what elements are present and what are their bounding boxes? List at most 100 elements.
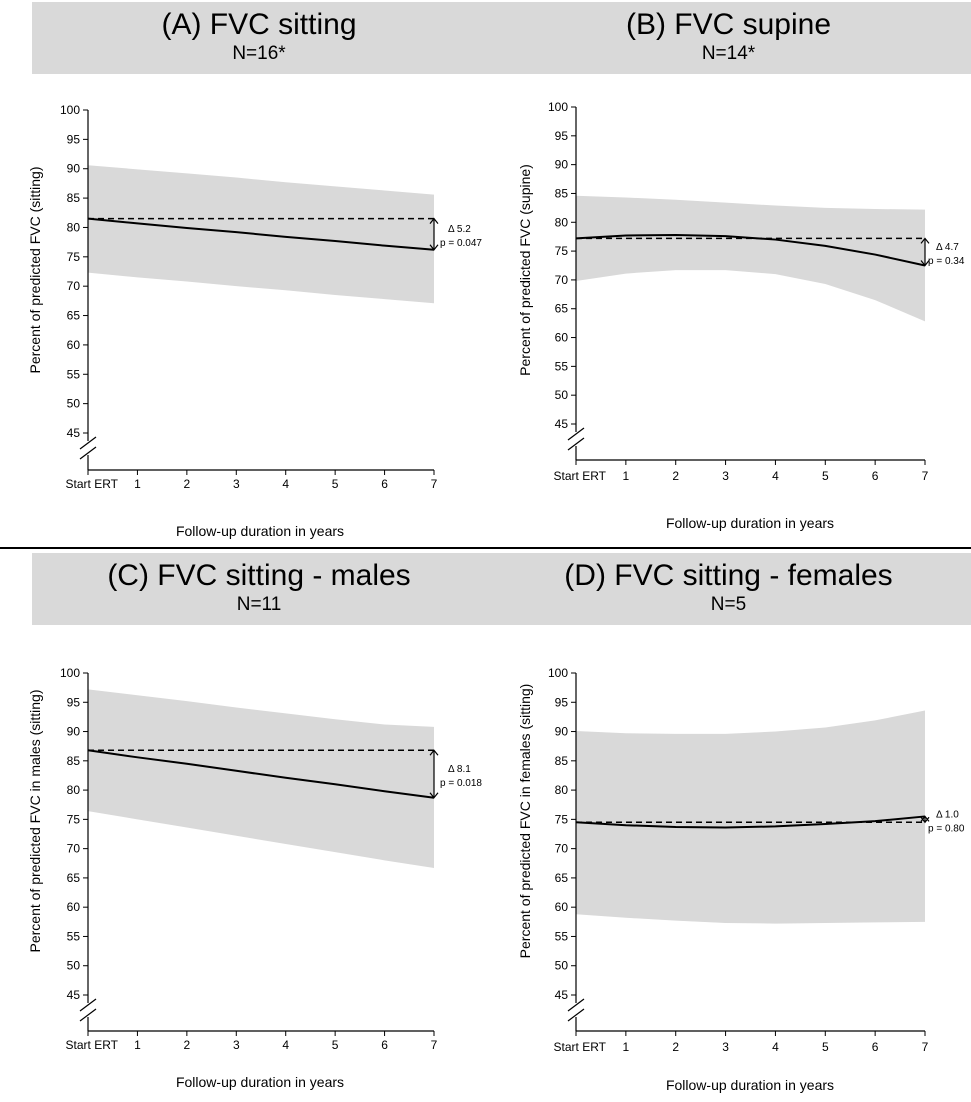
x-axis-label: Follow-up duration in years: [176, 523, 344, 539]
y-tick-label: 55: [67, 929, 81, 943]
y-tick-label: 90: [555, 725, 569, 739]
y-tick-label: 50: [67, 959, 81, 973]
x-tick-label: 1: [134, 477, 141, 491]
y-tick-label: 60: [67, 338, 81, 352]
x-tick-label: 3: [722, 1040, 729, 1054]
chart-subtitle: N=11: [236, 594, 282, 615]
x-tick-label: 5: [822, 1040, 829, 1054]
y-tick-label: 100: [548, 100, 568, 114]
fit-line: [575, 815, 926, 829]
x-tick-label: 6: [872, 469, 879, 483]
y-tick-label: 70: [555, 273, 569, 287]
x-tick-label: 6: [381, 1038, 388, 1052]
x-tick-label: 1: [623, 1040, 630, 1054]
y-tick-label: 75: [67, 812, 81, 826]
y-tick-label: 45: [67, 426, 81, 440]
y-axis-label: Percent of predicted FVC (supine): [517, 164, 533, 376]
x-tick-label: 6: [381, 477, 388, 491]
y-tick-label: 65: [555, 302, 569, 316]
y-tick-label: 90: [555, 158, 569, 172]
y-tick-label: 85: [555, 754, 569, 768]
confidence-band: [576, 195, 925, 322]
axis-break-mark: [567, 437, 585, 451]
y-tick-label: 80: [67, 783, 81, 797]
y-tick-label: 70: [67, 842, 81, 856]
x-tick-label: 5: [332, 1038, 339, 1052]
confidence-band: [88, 689, 434, 868]
x-tick-label: 3: [722, 469, 729, 483]
x-tick-label: 1: [623, 469, 630, 483]
chart-subtitle: N=14*: [701, 43, 756, 64]
y-tick-label: 90: [67, 162, 81, 176]
x-tick-label: 5: [822, 469, 829, 483]
chart-title: (B) FVC supine: [625, 8, 832, 41]
x-axis-label: Follow-up duration in years: [666, 1077, 834, 1093]
y-tick-label: 75: [555, 244, 569, 258]
chart-panel-c: (C) FVC sitting - males N=11 45 50 55 60 65 7…: [0, 551, 971, 1102]
delta-arrow-head: [920, 260, 930, 267]
y-tick-label: 95: [67, 695, 81, 709]
y-tick-label: 75: [555, 812, 569, 826]
y-tick-label: 100: [60, 103, 80, 117]
x-tick-label: 7: [922, 469, 929, 483]
y-tick-label: 45: [555, 988, 569, 1002]
x-tick-label: 3: [233, 1038, 240, 1052]
y-tick-label: 85: [67, 191, 81, 205]
x-tick-label: Start ERT: [66, 477, 119, 491]
delta-arrow-head: [429, 244, 439, 251]
x-tick-label: 1: [134, 1038, 141, 1052]
axis-break-mark: [79, 436, 97, 450]
confidence-band: [576, 710, 925, 924]
panel-banner: (D) FVC sitting - females N=5: [486, 553, 971, 625]
delta-arrow-head: [429, 792, 439, 799]
y-tick-label: 45: [555, 417, 569, 431]
y-axis-label: Percent of predicted FVC in females (sit…: [517, 684, 533, 959]
y-tick-label: 95: [555, 695, 569, 709]
x-tick-label: 4: [282, 477, 289, 491]
y-tick-label: 70: [67, 279, 81, 293]
y-tick-label: 60: [555, 900, 569, 914]
x-tick-label: 7: [431, 477, 438, 491]
y-tick-label: 100: [548, 666, 568, 680]
y-tick-label: 95: [67, 132, 81, 146]
y-tick-label: 95: [555, 129, 569, 143]
x-tick-label: 6: [872, 1040, 879, 1054]
y-tick-label: 60: [555, 331, 569, 345]
chart-title: (C) FVC sitting - males: [107, 559, 411, 592]
x-tick-label: Start ERT: [554, 469, 607, 483]
axis-break-mark: [567, 998, 585, 1012]
y-tick-label: 45: [67, 988, 81, 1002]
delta-label: Δ 4.7: [936, 242, 959, 253]
chart-panel-d: (D) FVC sitting - females N=5 45 50 55 60 65…: [486, 551, 971, 1102]
x-tick-label: 4: [282, 1038, 289, 1052]
y-tick-label: 85: [67, 754, 81, 768]
y-tick-label: 50: [555, 959, 569, 973]
p-value-label: p = 0.34: [928, 256, 965, 267]
panel-banner: (C) FVC sitting - males N=11: [32, 553, 486, 625]
panel-banner: (A) FVC sitting N=16*: [32, 2, 486, 74]
x-tick-label: Start ERT: [66, 1038, 119, 1052]
y-tick-label: 85: [555, 186, 569, 200]
x-axis-label: Follow-up duration in years: [666, 515, 834, 531]
y-tick-label: 55: [555, 359, 569, 373]
axis-break-mark: [79, 998, 97, 1012]
panel-banner: (B) FVC supine N=14*: [486, 2, 971, 74]
x-tick-label: 2: [184, 477, 191, 491]
chart-subtitle: N=16*: [232, 43, 286, 64]
y-tick-label: 80: [67, 220, 81, 234]
x-tick-label: 3: [233, 477, 240, 491]
y-tick-label: 65: [555, 871, 569, 885]
p-value-label: p = 0.018: [440, 778, 482, 789]
delta-arrow-head: [920, 237, 930, 244]
delta-arrow-head: [429, 749, 439, 756]
y-tick-label: 80: [555, 215, 569, 229]
y-tick-label: 90: [67, 725, 81, 739]
y-tick-label: 100: [60, 666, 80, 680]
delta-label: Δ 1.0: [936, 809, 959, 820]
delta-arrow-head: [429, 217, 439, 225]
y-tick-label: 55: [67, 367, 81, 381]
